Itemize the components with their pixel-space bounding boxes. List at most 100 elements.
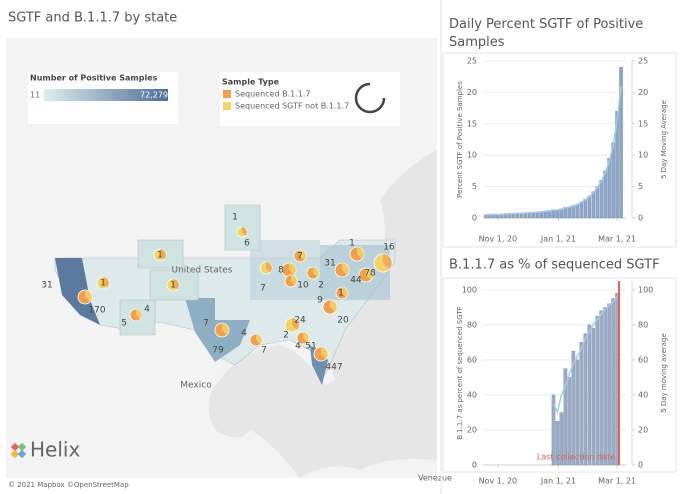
state-shade [55, 258, 100, 325]
bar [539, 211, 544, 219]
place-label: Mexico [180, 381, 212, 391]
y2-tick-label: 25 [638, 57, 648, 66]
count-label: 2 [318, 281, 324, 291]
pie-slice [266, 262, 272, 273]
moving-average-line [485, 86, 622, 216]
count-label: 9 [317, 296, 323, 306]
land [300, 458, 437, 478]
brand: Helix [30, 438, 80, 462]
legend-swatch [223, 102, 231, 110]
count-label: 447 [325, 363, 342, 373]
bar [615, 111, 619, 219]
moving-average-line [552, 296, 618, 415]
y2-tick-label: 15 [638, 119, 648, 128]
pie-slice [222, 323, 229, 335]
x-tick-label: Jan 1, 21 [540, 235, 576, 244]
count-label: 44 [350, 276, 362, 286]
count-label: 7 [297, 252, 303, 262]
y2-axis-label: 5 Day moving average [660, 333, 668, 413]
bar [563, 368, 568, 466]
pie-slice [321, 347, 328, 359]
bar [583, 199, 588, 219]
y-tick-label: 0 [472, 214, 477, 223]
size-legend-min: 11 [30, 91, 40, 100]
bar [508, 214, 512, 219]
count-label: 6 [244, 239, 250, 249]
bar [583, 333, 588, 466]
count-label: 51 [305, 342, 316, 352]
y-tick-label: 10 [467, 151, 477, 160]
chart-frame [442, 277, 677, 473]
bar [591, 328, 595, 466]
bar [603, 307, 607, 466]
y-tick-label: 20 [467, 425, 477, 434]
pie-slice [136, 309, 142, 320]
count-label: 7 [261, 346, 267, 356]
bar [551, 394, 556, 466]
y-tick-label: 25 [467, 57, 477, 66]
bar [607, 158, 611, 219]
y2-tick-label: 0 [638, 461, 643, 470]
bar [567, 377, 572, 466]
count-label: 4 [295, 342, 301, 352]
pie-slice [342, 263, 349, 275]
count-label: 4 [144, 305, 150, 315]
y-tick-label: 5 [472, 182, 477, 191]
y2-tick-label: 20 [638, 425, 648, 434]
bar [571, 350, 576, 466]
place-label: United States [172, 266, 233, 276]
bar [611, 298, 615, 466]
bar [519, 213, 524, 219]
count-label: 31 [41, 281, 52, 291]
y2-axis-label: 5 Day Moving Average [660, 100, 668, 179]
bar [595, 186, 599, 219]
pie-slice [342, 287, 348, 298]
y-tick-label: 60 [467, 355, 477, 364]
count-label: 170 [88, 306, 105, 316]
count-label: 10 [297, 281, 309, 291]
y-tick-label: 20 [467, 88, 477, 97]
pie-slice [160, 249, 166, 260]
chart-title: Daily Percent SGTF of Positive Samples [449, 17, 643, 50]
chart-title: B.1.1.7 as % of sequenced SGTF [449, 258, 660, 273]
legend-label: Sequenced SGTF not B.1.1.7 [235, 102, 349, 111]
type-legend-title: Sample Type [222, 78, 280, 87]
brand-logo [10, 442, 27, 459]
y2-tick-label: 100 [638, 285, 653, 294]
size-legend-ramp [44, 89, 168, 101]
pie-slice [357, 247, 364, 259]
y2-tick-label: 80 [638, 320, 648, 329]
count-label: 5 [121, 319, 127, 329]
count-label: 4 [241, 329, 247, 339]
bar [587, 324, 592, 466]
chart-frame [442, 52, 677, 248]
count-label: 1 [232, 213, 238, 223]
count-label: 79 [212, 346, 224, 356]
legend-swatch [223, 90, 231, 98]
bar [531, 212, 536, 219]
pie-slice [313, 267, 319, 278]
loading-spinner [354, 82, 386, 114]
y2-tick-label: 5 [638, 182, 643, 191]
map-credit: © 2021 Mapbox ©OpenStreetMap [8, 481, 129, 489]
size-legend-max: 72,279 [140, 91, 168, 100]
y-tick-label: 15 [467, 119, 477, 128]
pie-slice [103, 277, 109, 288]
count-label: 7 [260, 284, 266, 294]
y2-tick-label: 10 [638, 151, 648, 160]
bar [595, 315, 599, 466]
count-label: 1 [157, 251, 163, 261]
count-label: 24 [294, 316, 306, 326]
count-label: 1 [349, 239, 355, 249]
pie-slice [292, 318, 299, 330]
count-label: 1 [100, 279, 106, 289]
pie-slice [256, 334, 262, 345]
bar [575, 359, 580, 466]
pie-slice [85, 290, 92, 302]
bar [591, 191, 595, 219]
x-tick-label: Nov 1, 20 [479, 477, 518, 486]
count-label: 1 [170, 281, 176, 291]
y-tick-label: 80 [467, 320, 477, 329]
